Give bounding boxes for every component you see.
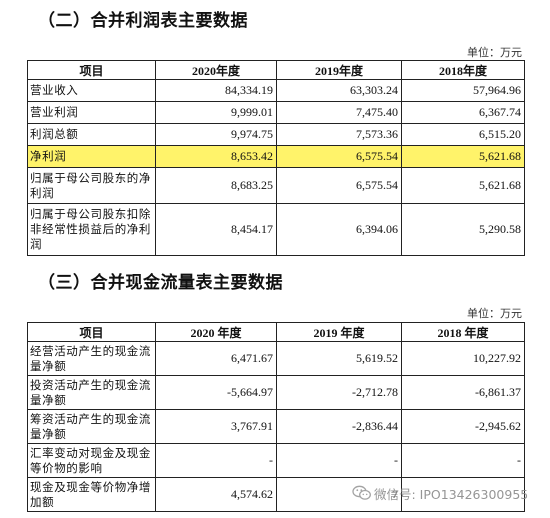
row-label: 现金及现金等价物净增加额: [27, 477, 156, 512]
table-row: 筹资活动产生的现金流量净额 3,767.91 -2,836.44 -2,945.…: [27, 409, 525, 444]
income-header-2019: 2019年度: [276, 60, 402, 80]
income-header-item: 项目: [27, 60, 156, 80]
income-header-row: 项目 2020年度 2019年度 2018年度: [27, 60, 525, 80]
income-unit-label: 单位：万元: [467, 46, 522, 59]
value-2018: -6,861.37: [401, 375, 525, 410]
cashflow-header-2019: 2019 年度: [276, 322, 402, 342]
value-2018: 6,515.20: [401, 123, 525, 146]
row-label: 归属于母公司股东扣除非经常性损益后的净利润: [27, 203, 156, 256]
row-label: 净利润: [27, 145, 156, 168]
value-2020: 9,974.75: [155, 123, 277, 146]
table-row: 营业收入 84,334.19 63,303.24 57,964.96: [27, 79, 525, 102]
value-2019: 7,573.36: [276, 123, 402, 146]
value-2020: 9,999.01: [155, 101, 277, 124]
row-label: 汇率变动对现金及现金等价物的影响: [27, 443, 156, 478]
row-label: 归属于母公司股东的净利润: [27, 167, 156, 204]
income-section-title: （二）合并利润表主要数据: [38, 11, 248, 31]
value-2018: 57,964.96: [401, 79, 525, 102]
value-2018: 5,621.68: [401, 167, 525, 204]
wechat-watermark: 微信号: IPO13426300955: [352, 482, 528, 504]
value-2018: -: [401, 443, 525, 478]
income-table: 项目 2020年度 2019年度 2018年度 营业收入 84,334.19 6…: [27, 60, 525, 256]
value-2020: 8,653.42: [155, 145, 277, 168]
cashflow-header-row: 项目 2020 年度 2019 年度 2018 年度: [27, 322, 525, 342]
row-label: 筹资活动产生的现金流量净额: [27, 409, 156, 444]
value-2020: 4,574.62: [155, 477, 277, 512]
table-row: 汇率变动对现金及现金等价物的影响 - - -: [27, 443, 525, 478]
cashflow-unit-label: 单位：万元: [467, 307, 522, 320]
value-2019: 63,303.24: [276, 79, 402, 102]
wechat-icon: [352, 485, 372, 501]
value-2019: -2,836.44: [276, 409, 402, 444]
value-2020: 6,471.67: [155, 341, 277, 376]
table-row: 归属于母公司股东的净利润 8,683.25 6,575.54 5,621.68: [27, 167, 525, 204]
value-2020: 8,454.17: [155, 203, 277, 256]
cashflow-table: 项目 2020 年度 2019 年度 2018 年度 经营活动产生的现金流量净额…: [27, 322, 525, 512]
value-2018: 5,290.58: [401, 203, 525, 256]
table-row: 经营活动产生的现金流量净额 6,471.67 5,619.52 10,227.9…: [27, 341, 525, 376]
value-2019: 6,575.54: [276, 167, 402, 204]
value-2020: -: [155, 443, 277, 478]
value-2019: 7,475.40: [276, 101, 402, 124]
value-2020: -5,664.97: [155, 375, 277, 410]
table-row: 营业利润 9,999.01 7,475.40 6,367.74: [27, 101, 525, 124]
value-2019: 5,619.52: [276, 341, 402, 376]
row-label: 营业收入: [27, 79, 156, 102]
value-2020: 84,334.19: [155, 79, 277, 102]
value-2020: 8,683.25: [155, 167, 277, 204]
table-row: 投资活动产生的现金流量净额 -5,664.97 -2,712.78 -6,861…: [27, 375, 525, 410]
cashflow-header-2018: 2018 年度: [401, 322, 525, 342]
row-label: 营业利润: [27, 101, 156, 124]
table-row: 利润总额 9,974.75 7,573.36 6,515.20: [27, 123, 525, 146]
watermark-text: 微信号: IPO13426300955: [374, 486, 529, 502]
value-2019: 7: [276, 477, 402, 512]
value-2018: 5,621.68: [401, 145, 525, 168]
income-header-2020: 2020年度: [155, 60, 277, 80]
cashflow-section-title: （三）合并现金流量表主要数据: [38, 273, 283, 293]
cashflow-header-item: 项目: [27, 322, 156, 342]
value-2018: -2,945.62: [401, 409, 525, 444]
cashflow-header-2020: 2020 年度: [155, 322, 277, 342]
value-2018: 6,367.74: [401, 101, 525, 124]
value-2019: 6,394.06: [276, 203, 402, 256]
value-2018: 10,227.92: [401, 341, 525, 376]
value-2020: 3,767.91: [155, 409, 277, 444]
table-row: 归属于母公司股东扣除非经常性损益后的净利润 8,454.17 6,394.06 …: [27, 203, 525, 256]
table-row: 现金及现金等价物净增加额 4,574.62 7: [27, 477, 525, 512]
row-label: 经营活动产生的现金流量净额: [27, 341, 156, 376]
value-2019: -: [276, 443, 402, 478]
value-2019: 6,575.54: [276, 145, 402, 168]
income-header-2018: 2018年度: [401, 60, 525, 80]
row-label: 利润总额: [27, 123, 156, 146]
table-row-highlighted: 净利润 8,653.42 6,575.54 5,621.68: [27, 145, 525, 168]
value-2018: [401, 477, 525, 512]
row-label: 投资活动产生的现金流量净额: [27, 375, 156, 410]
value-2019: -2,712.78: [276, 375, 402, 410]
